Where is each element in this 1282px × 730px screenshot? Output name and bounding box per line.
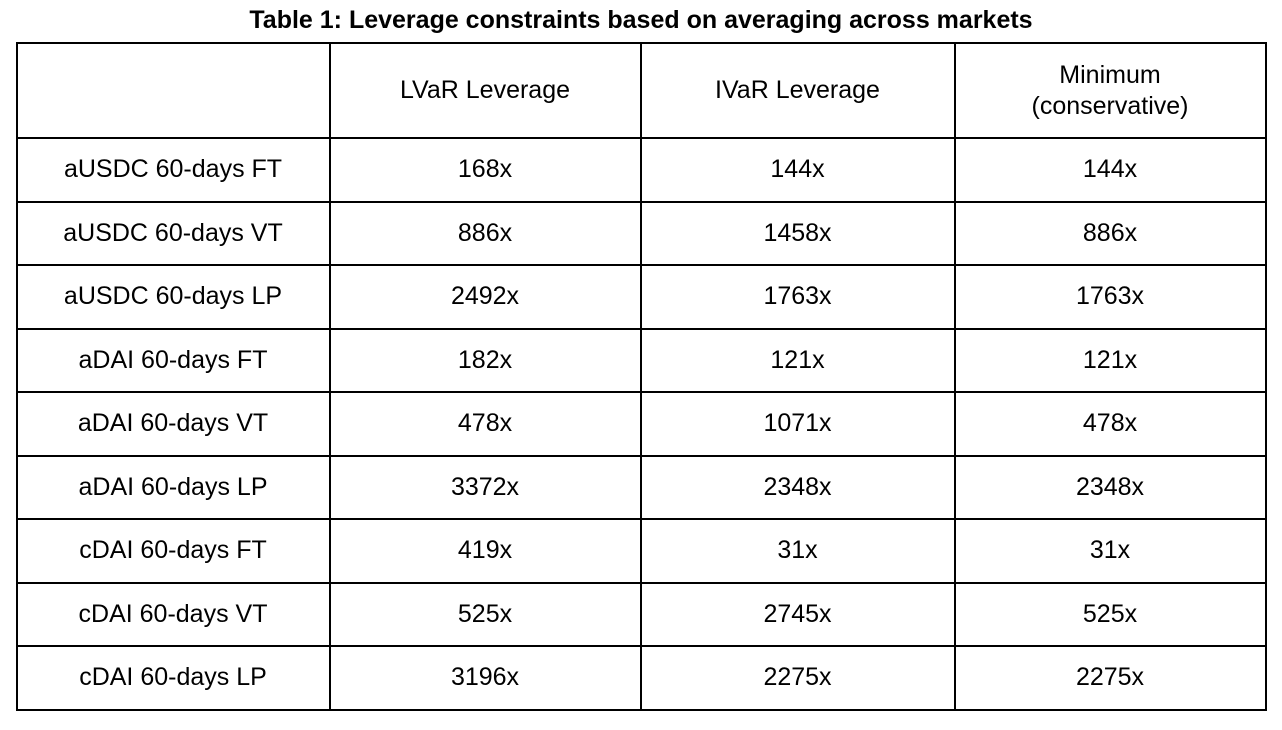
min-value: 144x [953,137,1267,203]
col-header-ivar: IVaR Leverage [639,42,956,139]
lvar-value: 478x [328,391,642,457]
table-row: cDAI 60-days VT 525x 2745x 525x [15,581,1267,647]
table-row: aUSDC 60-days FT 168x 144x 144x [15,137,1267,203]
min-value: 478x [953,391,1267,457]
market-label: aUSDC 60-days FT [15,137,331,203]
col-header-empty [15,42,331,139]
market-label: cDAI 60-days FT [15,518,331,584]
ivar-value: 2275x [639,645,956,711]
ivar-value: 1763x [639,264,956,330]
min-value: 1763x [953,264,1267,330]
table-row: aDAI 60-days FT 182x 121x 121x [15,327,1267,393]
market-label: cDAI 60-days VT [15,581,331,647]
table-row: aUSDC 60-days LP 2492x 1763x 1763x [15,264,1267,330]
min-value: 31x [953,518,1267,584]
page: Table 1: Leverage constraints based on a… [15,6,1267,711]
table-row: aUSDC 60-days VT 886x 1458x 886x [15,200,1267,266]
ivar-value: 2745x [639,581,956,647]
lvar-value: 3372x [328,454,642,520]
table-title: Table 1: Leverage constraints based on a… [249,6,1033,34]
table-row: cDAI 60-days LP 3196x 2275x 2275x [15,645,1267,711]
col-header-min: Minimum (conservative) [953,42,1267,139]
col-header-lvar: LVaR Leverage [328,42,642,139]
ivar-value: 144x [639,137,956,203]
market-label: aDAI 60-days FT [15,327,331,393]
market-label: aUSDC 60-days VT [15,200,331,266]
lvar-value: 182x [328,327,642,393]
lvar-value: 419x [328,518,642,584]
leverage-table: LVaR Leverage IVaR Leverage Minimum (con… [15,42,1267,711]
lvar-value: 525x [328,581,642,647]
market-label: aDAI 60-days VT [15,391,331,457]
min-value: 525x [953,581,1267,647]
lvar-value: 168x [328,137,642,203]
table-row: cDAI 60-days FT 419x 31x 31x [15,518,1267,584]
table-row: aDAI 60-days VT 478x 1071x 478x [15,391,1267,457]
table-row: aDAI 60-days LP 3372x 2348x 2348x [15,454,1267,520]
ivar-value: 2348x [639,454,956,520]
min-value: 886x [953,200,1267,266]
min-value: 2275x [953,645,1267,711]
ivar-value: 31x [639,518,956,584]
market-label: cDAI 60-days LP [15,645,331,711]
lvar-value: 886x [328,200,642,266]
header-row: LVaR Leverage IVaR Leverage Minimum (con… [15,42,1267,139]
market-label: aUSDC 60-days LP [15,264,331,330]
ivar-value: 121x [639,327,956,393]
ivar-value: 1458x [639,200,956,266]
lvar-value: 3196x [328,645,642,711]
min-value: 121x [953,327,1267,393]
ivar-value: 1071x [639,391,956,457]
min-value: 2348x [953,454,1267,520]
market-label: aDAI 60-days LP [15,454,331,520]
lvar-value: 2492x [328,264,642,330]
